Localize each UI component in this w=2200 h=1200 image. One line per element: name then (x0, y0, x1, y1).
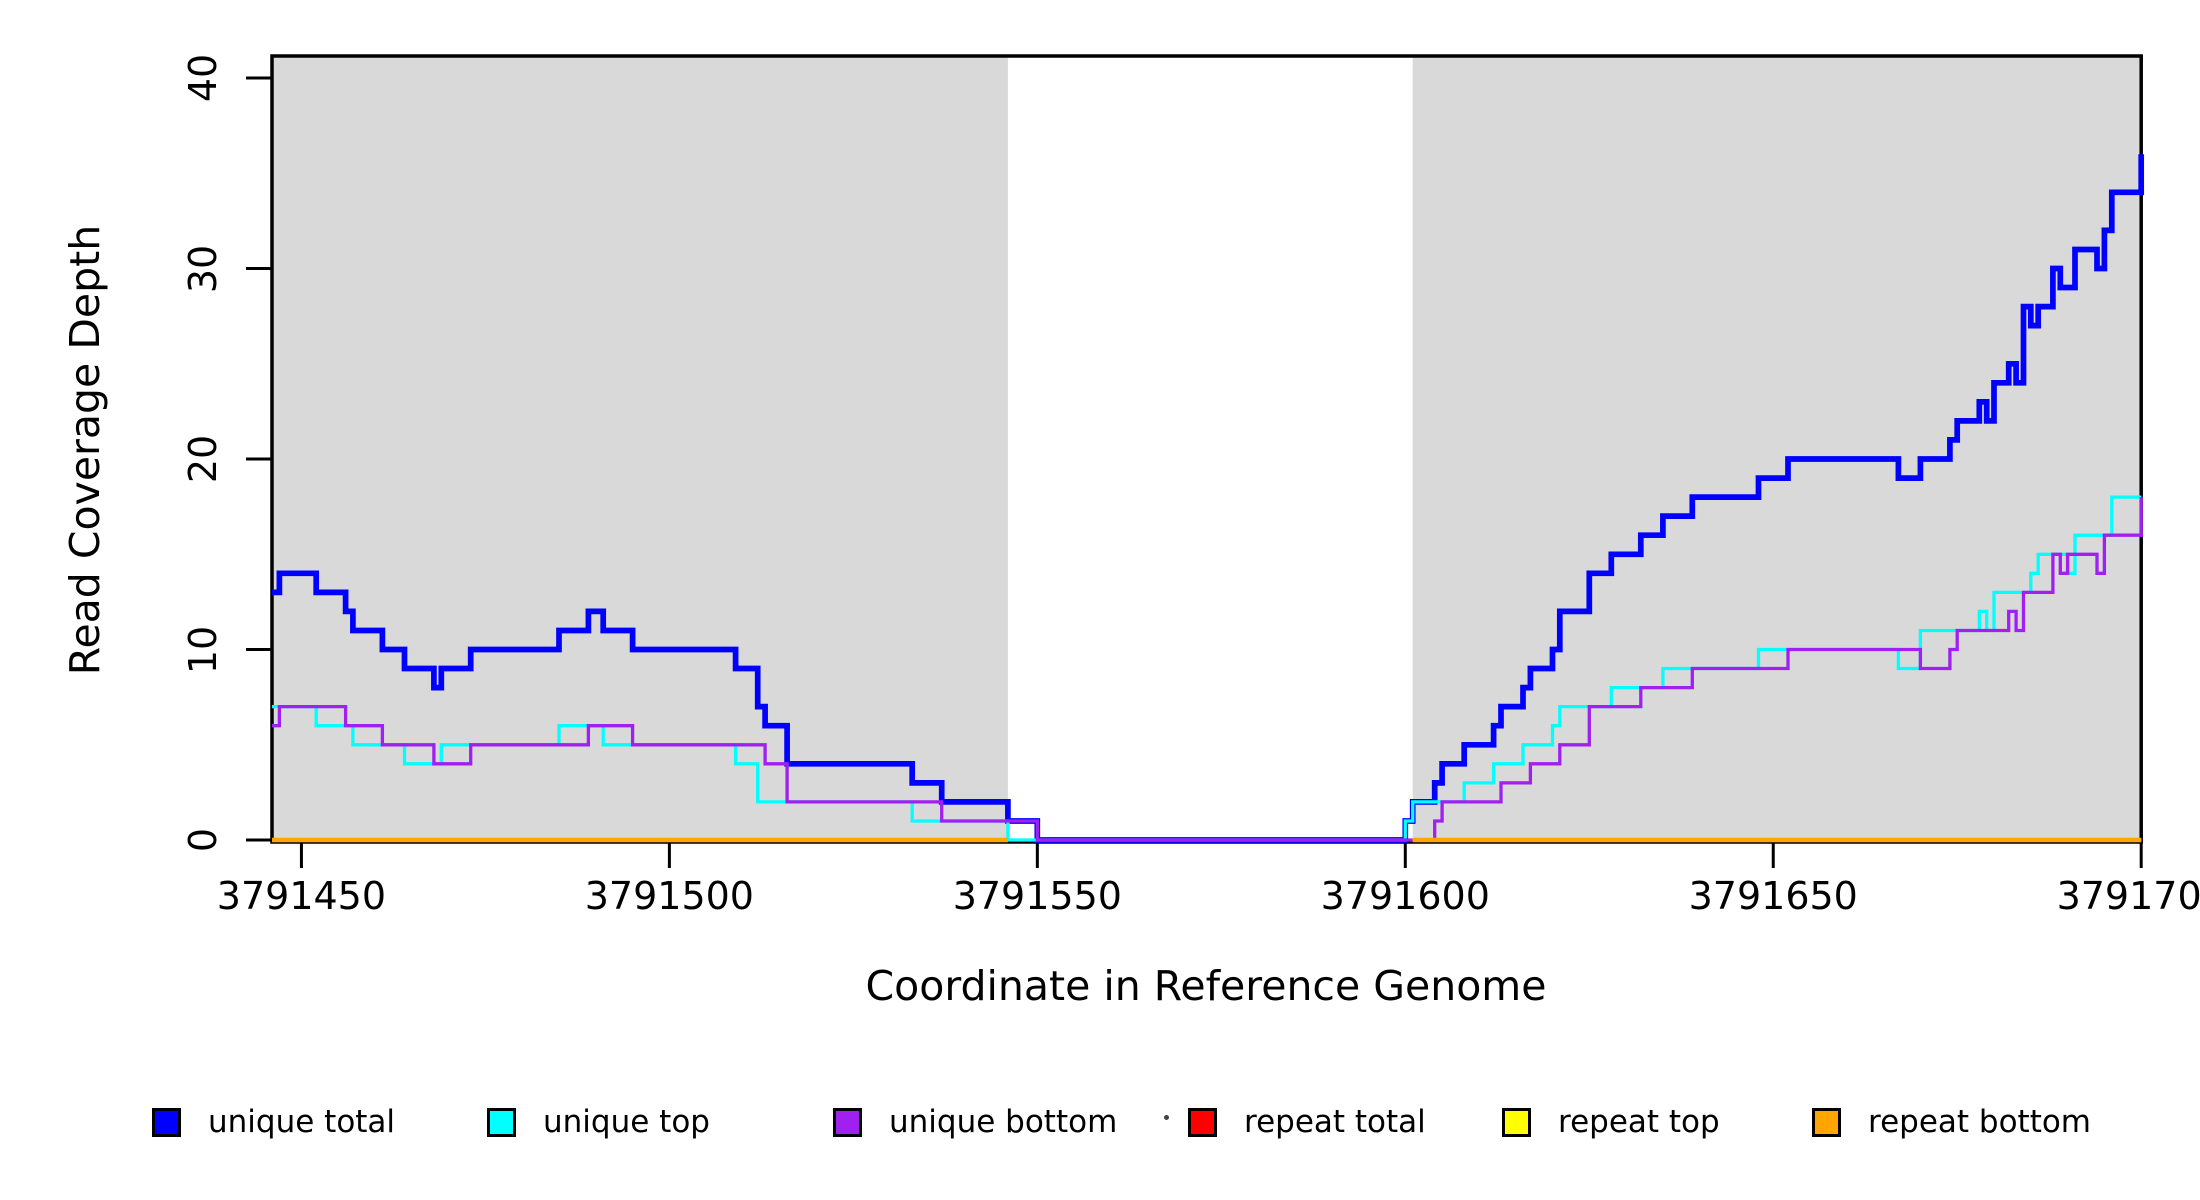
x-tick-label: 3791650 (1688, 874, 1858, 918)
x-tick-label: 3791500 (584, 874, 754, 918)
series-unique-total (272, 154, 2145, 843)
y-axis-title: Read Coverage Depth (61, 224, 109, 676)
y-tick-label: 0 (181, 827, 225, 853)
shaded-region (1412, 56, 2142, 842)
x-axis-title: Coordinate in Reference Genome (865, 962, 1547, 1010)
y-tick-label: 20 (181, 434, 225, 484)
shaded-region (272, 56, 1008, 842)
stray-mark (1164, 1115, 1169, 1120)
x-tick-label: 3791450 (216, 874, 387, 918)
y-tick-label: 10 (181, 625, 225, 674)
y-tick-label: 40 (181, 53, 225, 103)
y-tick-label: 30 (181, 244, 225, 293)
series-unique-bottom (272, 497, 2143, 842)
x-tick-label: 3791600 (1320, 874, 1490, 918)
x-tick-label: 3791550 (952, 874, 1122, 918)
